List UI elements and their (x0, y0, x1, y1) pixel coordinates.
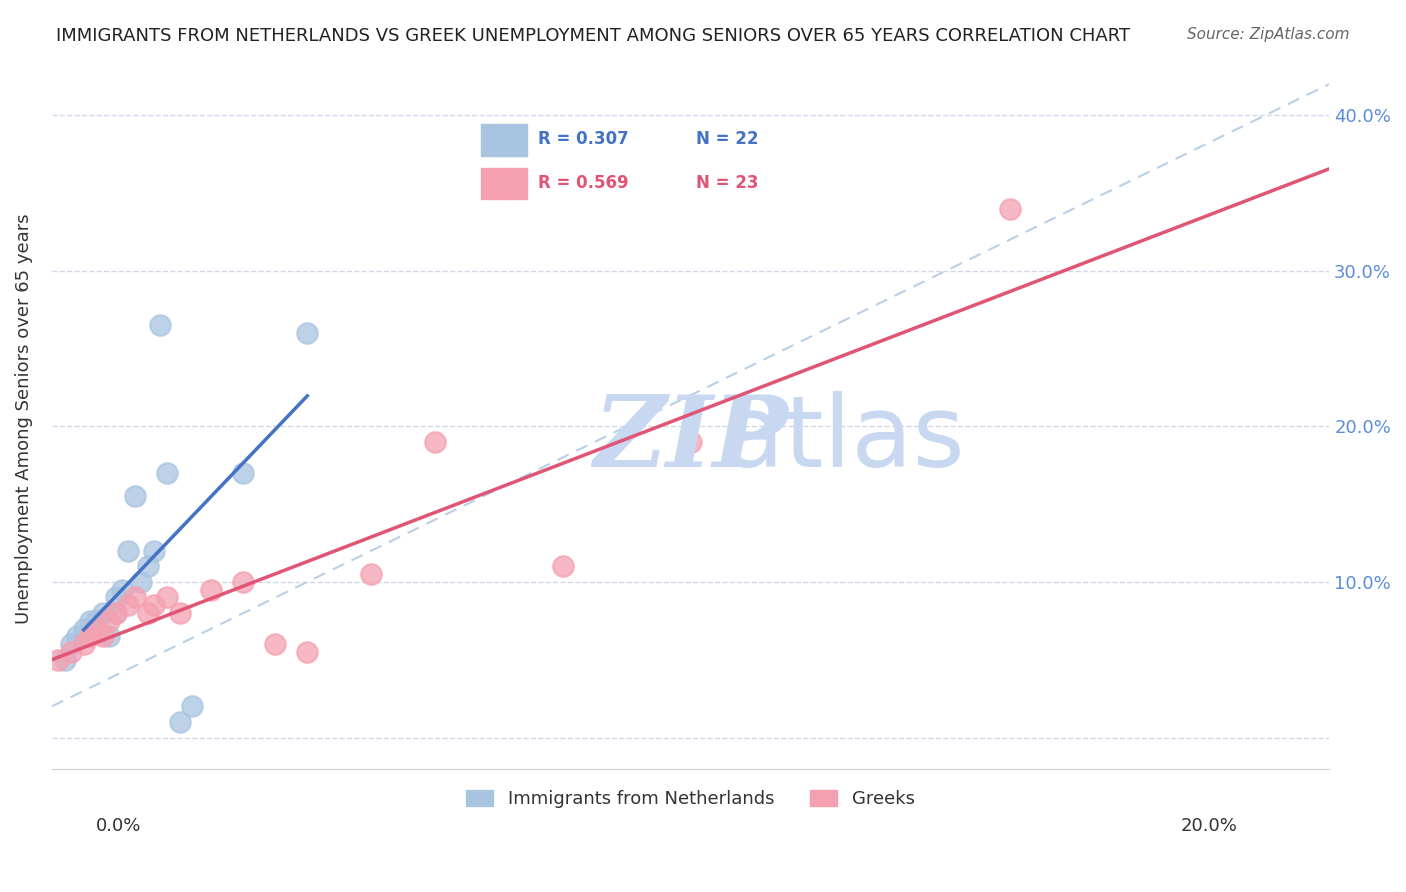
Text: ZIP: ZIP (593, 392, 787, 488)
Point (117, 599, 139, 613)
Text: atlas: atlas (723, 391, 965, 488)
Point (104, 606, 127, 620)
Text: IMMIGRANTS FROM NETHERLANDS VS GREEK UNEMPLOYMENT AMONG SENIORS OVER 65 YEARS CO: IMMIGRANTS FROM NETHERLANDS VS GREEK UNE… (56, 27, 1130, 45)
Point (124, 591, 146, 605)
Point (86, 614, 108, 628)
Point (297, 326, 319, 340)
Point (297, 645, 319, 659)
Point (142, 544, 165, 558)
Point (156, 591, 179, 605)
Point (66, 629, 89, 643)
Point (423, 434, 446, 449)
Point (91, 629, 114, 643)
Point (169, 606, 191, 620)
Point (142, 599, 165, 613)
Point (104, 606, 127, 620)
Point (86, 622, 108, 636)
Point (79, 614, 101, 628)
Point (136, 606, 159, 620)
Point (679, 434, 702, 449)
Point (98, 614, 121, 628)
Point (232, 466, 254, 480)
Point (200, 582, 222, 597)
Point (53, 653, 76, 667)
Point (46, 653, 69, 667)
Point (73, 622, 96, 636)
Point (59, 645, 82, 659)
Y-axis label: Unemployment Among Seniors over 65 years: Unemployment Among Seniors over 65 years (15, 213, 32, 624)
Point (98, 629, 121, 643)
Point (59, 637, 82, 651)
Point (156, 466, 179, 480)
Point (104, 591, 127, 605)
Point (360, 567, 382, 582)
Point (551, 559, 574, 574)
Point (73, 637, 96, 651)
Text: 20.0%: 20.0% (1181, 817, 1237, 835)
Point (169, 714, 191, 729)
Point (136, 559, 159, 574)
Point (129, 574, 152, 589)
Text: 0.0%: 0.0% (96, 817, 141, 835)
Point (264, 637, 287, 651)
Point (124, 489, 146, 503)
Point (181, 699, 204, 714)
Point (79, 629, 101, 643)
Legend: Immigrants from Netherlands, Greeks: Immigrants from Netherlands, Greeks (458, 783, 922, 815)
Point (91, 606, 114, 620)
Point (111, 582, 134, 597)
Text: Source: ZipAtlas.com: Source: ZipAtlas.com (1187, 27, 1350, 42)
Point (998, 202, 1021, 216)
Point (232, 574, 254, 589)
Point (149, 318, 172, 333)
Point (117, 544, 139, 558)
